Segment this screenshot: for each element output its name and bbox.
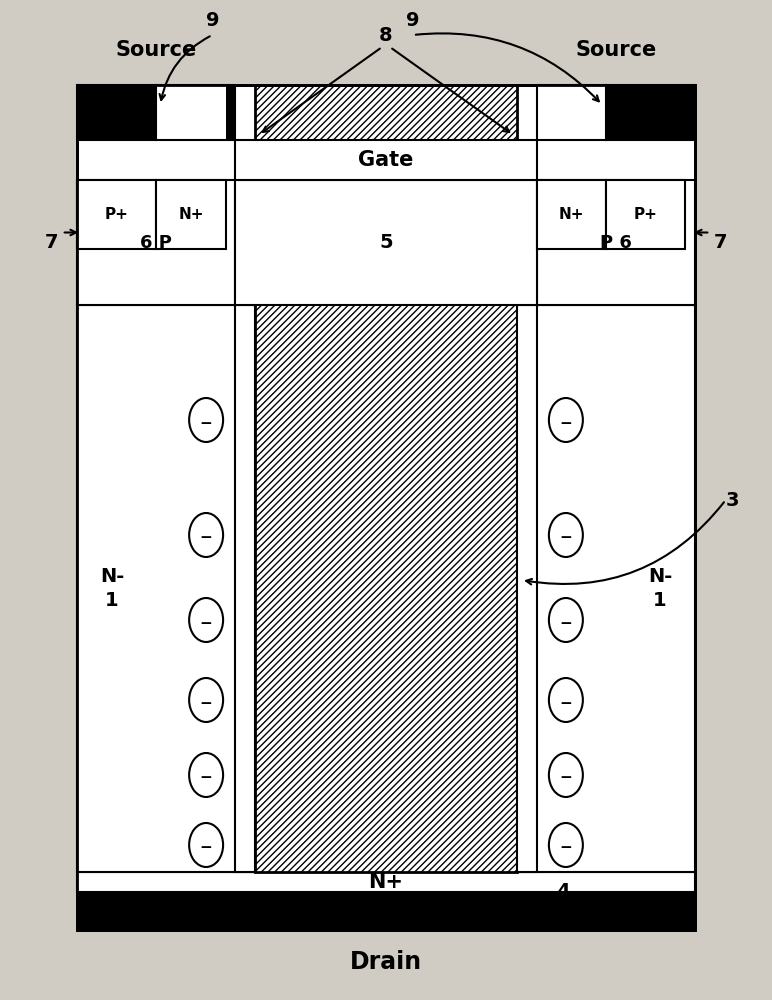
Bar <box>77 180 235 305</box>
Bar <box>537 85 695 140</box>
Text: N+: N+ <box>559 207 584 222</box>
Circle shape <box>549 753 583 797</box>
Circle shape <box>189 598 223 642</box>
Circle shape <box>549 598 583 642</box>
Text: −: − <box>560 530 572 546</box>
Text: −: − <box>200 530 212 546</box>
Bar <box>77 85 235 140</box>
Text: N+: N+ <box>178 207 204 222</box>
Bar <box>606 180 686 249</box>
Text: −: − <box>200 770 212 786</box>
Bar <box>517 305 537 872</box>
Bar <box>235 305 255 872</box>
Text: −: − <box>560 840 572 856</box>
Text: P+: P+ <box>105 207 129 222</box>
Bar <box>537 180 695 305</box>
Text: 6 P: 6 P <box>141 233 172 251</box>
Text: Source: Source <box>116 40 197 60</box>
Text: −: − <box>200 696 212 710</box>
Text: −: − <box>200 840 212 856</box>
Circle shape <box>189 513 223 557</box>
Circle shape <box>189 823 223 867</box>
Text: P+: P+ <box>634 207 658 222</box>
Bar <box>77 872 695 892</box>
Text: N-
1: N- 1 <box>648 567 672 610</box>
Circle shape <box>549 513 583 557</box>
Text: P 6: P 6 <box>600 233 631 251</box>
Circle shape <box>189 678 223 722</box>
Bar <box>156 85 226 140</box>
Text: −: − <box>200 615 212 631</box>
Text: 3: 3 <box>726 490 739 510</box>
Bar <box>537 85 606 140</box>
Bar <box>77 85 695 930</box>
Text: N+: N+ <box>368 872 404 892</box>
Circle shape <box>549 823 583 867</box>
Circle shape <box>549 398 583 442</box>
Text: 8: 8 <box>379 26 393 45</box>
Bar <box>537 85 695 140</box>
Bar <box>156 180 226 249</box>
Text: −: − <box>560 770 572 786</box>
Bar <box>537 180 606 249</box>
Bar <box>77 180 156 249</box>
Bar <box>235 180 537 305</box>
Text: −: − <box>560 696 572 710</box>
Text: 7: 7 <box>714 233 727 252</box>
Text: Drain: Drain <box>350 950 422 974</box>
Text: N-
1: N- 1 <box>100 567 124 610</box>
Bar <box>77 305 695 872</box>
Text: 9: 9 <box>406 11 420 30</box>
Text: −: − <box>560 416 572 430</box>
Circle shape <box>549 678 583 722</box>
Text: Gate: Gate <box>358 150 414 170</box>
Circle shape <box>189 398 223 442</box>
Text: Source: Source <box>575 40 656 60</box>
Bar <box>255 85 517 872</box>
Bar <box>77 892 695 930</box>
Text: 9: 9 <box>205 11 219 30</box>
Bar <box>77 85 695 930</box>
Text: −: − <box>560 615 572 631</box>
Text: 5: 5 <box>379 233 393 252</box>
Text: 4: 4 <box>556 882 570 901</box>
Bar <box>77 85 235 140</box>
Text: −: − <box>200 416 212 430</box>
Bar <box>235 140 537 180</box>
Text: 7: 7 <box>45 233 58 252</box>
Circle shape <box>189 753 223 797</box>
